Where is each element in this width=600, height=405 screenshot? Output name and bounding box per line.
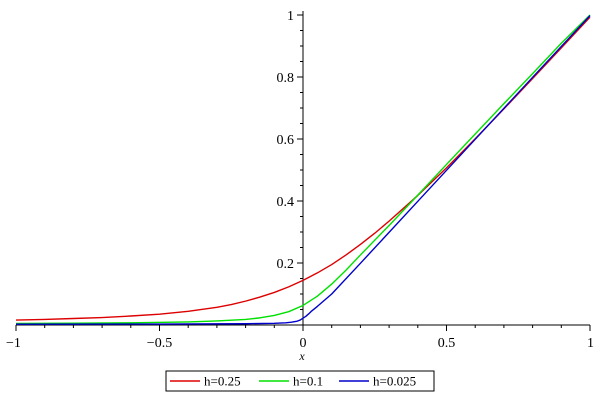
x-tick-label: −1	[6, 336, 21, 351]
legend-label: h=0.25	[204, 374, 241, 389]
x-tick-label: −0.5	[147, 336, 172, 351]
legend-label: h=0.025	[373, 374, 416, 389]
series-line-h-0-1	[15, 14, 591, 325]
y-tick-label: 1	[287, 9, 294, 24]
series-line-h-0-25	[15, 16, 591, 321]
y-tick-label: 0.2	[277, 257, 295, 272]
axes-layer: −1 −0.5 0 0.5 1 0.2 0.4 0.6 0.8 1	[6, 9, 594, 351]
series-line-h-0-025	[15, 15, 591, 325]
y-tick-label: 0.8	[277, 71, 295, 86]
legend-label: h=0.1	[293, 374, 323, 389]
x-tick-label: 0	[300, 336, 307, 351]
x-tick-label: 1	[587, 336, 594, 351]
series-layer	[15, 14, 591, 325]
y-tick-label: 0.6	[277, 133, 295, 148]
legend-box	[165, 370, 435, 392]
y-tick-label: 0.4	[277, 195, 295, 210]
legend: h=0.25 h=0.1 h=0.025	[165, 370, 435, 392]
x-tick-label: 0.5	[438, 336, 456, 351]
x-axis-label: x	[298, 349, 305, 363]
